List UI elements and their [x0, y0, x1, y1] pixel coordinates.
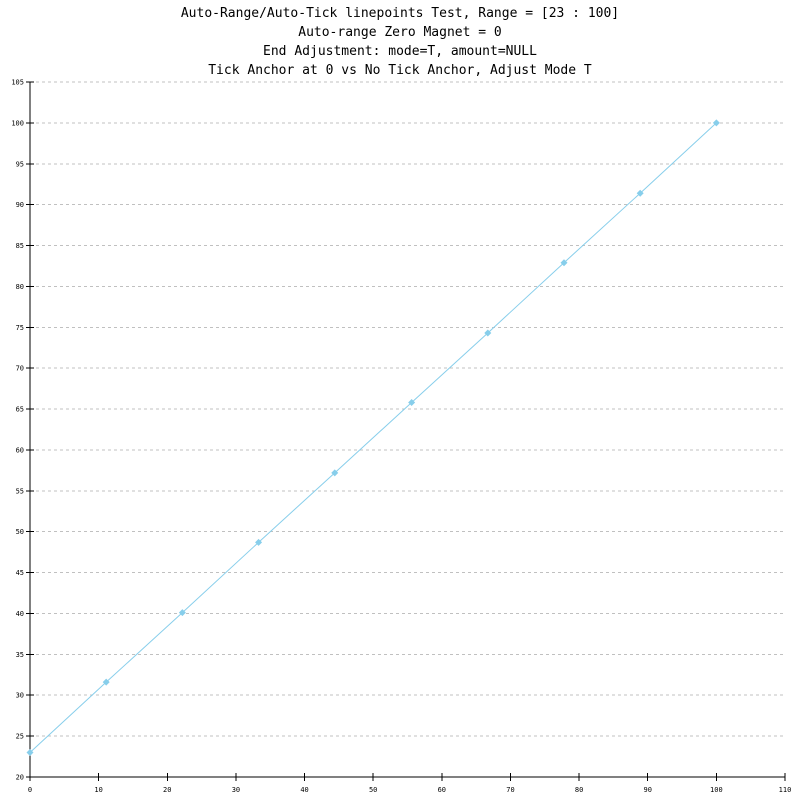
data-point	[636, 189, 644, 197]
x-tick-label: 50	[369, 786, 377, 794]
y-tick-label: 55	[16, 487, 24, 495]
y-tick-label: 85	[16, 242, 24, 250]
y-tick-label: 90	[16, 201, 24, 209]
data-point	[178, 609, 186, 617]
x-tick-label: 20	[163, 786, 171, 794]
y-tick-label: 95	[16, 160, 24, 168]
x-tick-label: 100	[710, 786, 723, 794]
chart-title-line-4: Tick Anchor at 0 vs No Tick Anchor, Adju…	[208, 63, 592, 78]
data-point	[560, 259, 568, 267]
data-point	[408, 399, 416, 407]
chart-title-line-1: Auto-Range/Auto-Tick linepoints Test, Ra…	[180, 6, 620, 21]
x-tick-label: 80	[575, 786, 583, 794]
data-point	[255, 538, 263, 546]
x-tick-label: 60	[438, 786, 446, 794]
series-line	[29, 122, 717, 753]
x-tick-label: 40	[300, 786, 308, 794]
data-point	[484, 329, 492, 337]
y-tick-label: 45	[16, 569, 24, 577]
y-tick-label: 30	[16, 692, 24, 700]
y-tick-label: 50	[16, 528, 24, 536]
y-tick-label: 70	[16, 365, 24, 373]
y-tick-label: 65	[16, 406, 24, 414]
y-tick-label: 75	[16, 324, 24, 332]
y-tick-label: 105	[11, 79, 24, 87]
x-tick-label: 70	[506, 786, 514, 794]
x-tick-label: 110	[779, 786, 792, 794]
y-tick-label: 40	[16, 610, 24, 618]
y-tick-label: 100	[11, 119, 24, 127]
data-point	[102, 678, 110, 686]
y-tick-label: 80	[16, 283, 24, 291]
x-tick-label: 0	[28, 786, 32, 794]
x-tick-label: 30	[232, 786, 240, 794]
chart-title-line-2: Auto-range Zero Magnet = 0	[298, 25, 502, 40]
data-point	[712, 119, 720, 127]
y-tick-label: 60	[16, 446, 24, 454]
chart-title: Auto-Range/Auto-Tick linepoints Test, Ra…	[0, 4, 800, 80]
y-tick-label: 25	[16, 733, 24, 741]
x-tick-label: 90	[644, 786, 652, 794]
data-point	[26, 748, 34, 756]
data-point	[331, 469, 339, 477]
y-tick-label: 20	[16, 774, 24, 782]
chart-title-line-3: End Adjustment: mode=T, amount=NULL	[263, 44, 537, 59]
y-tick-label: 35	[16, 651, 24, 659]
x-tick-label: 10	[94, 786, 102, 794]
